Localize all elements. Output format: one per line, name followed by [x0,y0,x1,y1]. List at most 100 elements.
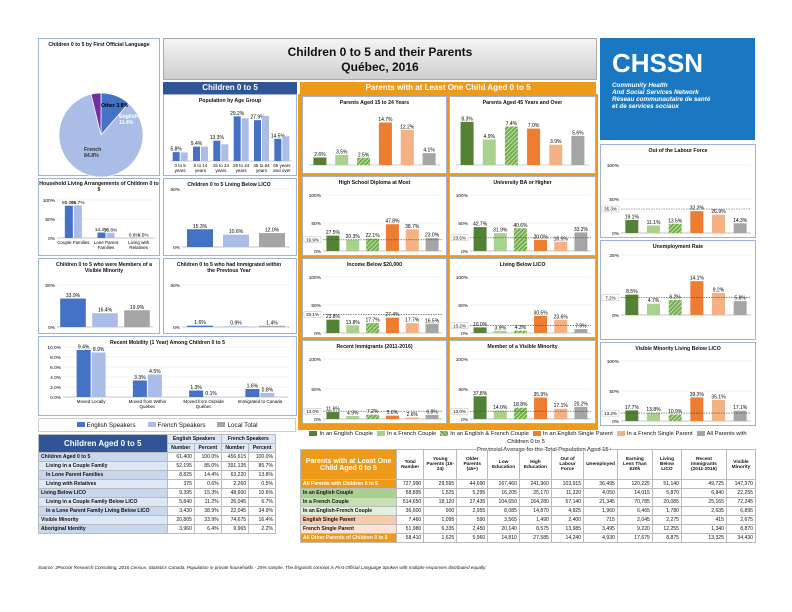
data-label: 17.7% [405,318,420,324]
table-row: Living Below LICO 9,395 15.3% 48,600 10.6% [38,488,276,498]
y-tick-label: 0% [314,417,322,423]
bar [223,326,249,327]
bar [554,319,568,333]
bar [668,414,682,421]
y-tick-label: 0% [461,417,469,423]
lico-chart-box: Children 0 to 5 Living Below LICO 50% 0% 15… [163,178,297,256]
data-label: 20.2% [574,401,589,407]
data-label: 10.9% [668,409,683,415]
hs-chart-title: High School Diploma at Most [338,180,411,186]
bar [405,323,419,333]
bar [647,412,660,421]
category-label: years [236,168,248,173]
y-tick-label: 0% [314,249,322,255]
table-row: Aboriginal Identity 3,960 6.4% 9,965 2.2% [38,524,276,534]
mobility-chart-box: Recent Mobility (1 Year) Among Children … [38,336,297,416]
bar [366,414,380,419]
bar [493,233,507,251]
data-label: 29.2% [230,111,245,117]
bar [233,116,241,161]
bar [712,399,725,421]
bar [221,144,229,161]
bar [493,410,507,419]
data-label: 7.4% [506,121,518,127]
household-chart-title: Household Living Arrangements of Childre… [39,181,159,193]
data-label: 16.5% [554,236,569,242]
data-label: 30.5% [533,310,548,316]
bar [733,301,747,315]
legend-item: In an English Couple [309,430,373,437]
bar [534,315,548,333]
category-label: 6 to 14 [194,163,208,168]
vm-chart: 100% 50% 0% 37.8% 14.0% 18.8% 35.9% 17.1% 20.2% 1… [450,357,591,423]
data-label: 4.9% [347,411,359,417]
y-tick-label: 100% [456,275,469,281]
table-row: French Single Parent 51,980 6,335 2,450 20,1… [300,524,757,534]
pie-slice-other [90,92,102,136]
minority-chart-title: Children 0 to 5 who were Members of a Vi… [56,262,152,274]
lico-chart: 50% 0% 15.3% 10.6% 12.0% [170,187,290,251]
vm-chart-title: Member of a Visible Minority [487,344,558,350]
data-label: 7.0% [528,123,540,129]
data-label: 12.0% [265,228,280,234]
immigrated-chart: 50% 0% 1.6% 0.9% 1.4% [170,283,290,331]
visible-minority-box: Member of a Visible Minority 100% 50% 0% 37.… [449,340,596,424]
legend-item: In an English Single Parent [532,430,613,437]
data-label: 1.6% [194,320,206,326]
category-label: Moved from Outside [183,399,224,404]
data-label: 23.0% [425,233,440,239]
bar [259,325,285,327]
data-label: 5.6% [387,410,399,416]
category-label: 25 to 44 [233,163,250,168]
y-tick-label: 50% [45,217,55,223]
bar [193,146,200,161]
table-row: Living with Relatives 375 0.6% 2,260 0.5% [38,479,276,489]
bar [425,238,439,251]
data-label: 6.8% [426,409,438,415]
y-tick-label: 50% [458,221,468,227]
unemployment-box: Unemployment Rate 25% 0% 8.5% 4.7% 6.2% 14.1% 9… [600,240,756,340]
data-label: 13.8% [646,407,661,413]
bar [172,152,180,161]
mobility-chart: 10.0% 8.0% 6.0% 4.0% 2.0% 0.0% 9.4% 8.9% Moved L… [47,345,288,409]
data-label: 6.2% [669,295,681,301]
bar [647,303,660,315]
data-label: 9.2% [713,287,725,293]
category-label: years [256,168,268,173]
data-label: 35.9% [533,392,548,398]
legend-item: English Speakers [76,422,136,429]
category-label: Moved from Within [129,399,167,404]
high-school-box: High School Diploma at Most 100% 50% 0% 27.5… [302,176,447,256]
bar [260,393,275,397]
category-label: Moved Locally [77,399,107,404]
y-tick-label: 50% [458,387,468,393]
bar [690,397,704,421]
data-label: 14.0% [493,405,508,411]
bar [625,220,639,233]
children-table: Children Aged 0 to 5 English Speakers Fren… [38,434,277,534]
data-label: 2.6% [314,152,326,158]
bar [335,154,349,165]
page-subtitle: Québec, 2016 [341,60,419,74]
p45-chart: 8.3% 4.9% 7.4% 7.0% 3.9% 5.6% [456,116,589,166]
data-label: 85.7% [71,200,85,206]
data-label: 16.4% [98,308,113,314]
bar [574,329,588,333]
bar [346,416,360,419]
bar [346,325,360,333]
pie-title: Children 0 to 5 by First Official Langua… [48,42,150,48]
data-label: 27.5% [326,230,341,236]
data-label: 11.1% [647,220,661,226]
bar [733,410,747,421]
bar [64,205,73,238]
bar [124,310,150,327]
bar [473,396,487,419]
bar [201,146,208,161]
imm-chart: 100% 50% 0% 11.6% 4.9% 7.2% 5.6% 2.6% 6.8% 13.0% [303,357,442,423]
avg-label: 7.2% [605,295,615,300]
pie-label-french: French [84,147,101,153]
legend-item: In a French Couple [376,430,436,437]
bar [513,330,527,333]
data-label: 4.7% [648,298,660,304]
chssn-logo: CHSSN Community Health And Social Service… [600,38,755,140]
